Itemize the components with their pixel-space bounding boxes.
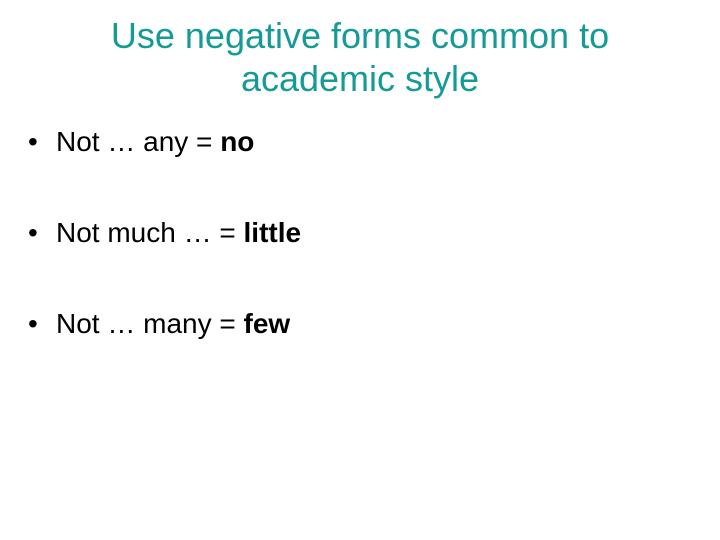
title-line-2: academic style <box>241 58 479 99</box>
slide: Use negative forms common to academic st… <box>0 0 720 540</box>
bullet-bold: few <box>244 308 291 339</box>
bullet-bold: no <box>220 126 254 157</box>
bullet-bold: little <box>244 217 302 248</box>
list-item: Not much … = little <box>28 215 720 250</box>
bullet-plain: Not … any = <box>56 126 220 157</box>
bullet-plain: Not much … = <box>56 217 244 248</box>
title-line-1: Use negative forms common to <box>111 15 609 56</box>
bullet-plain: Not … many = <box>56 308 244 339</box>
list-item: Not … any = no <box>28 124 720 159</box>
list-item: Not … many = few <box>28 306 720 341</box>
bullet-list: Not … any = no Not much … = little Not …… <box>0 124 720 341</box>
slide-title: Use negative forms common to academic st… <box>0 0 720 100</box>
